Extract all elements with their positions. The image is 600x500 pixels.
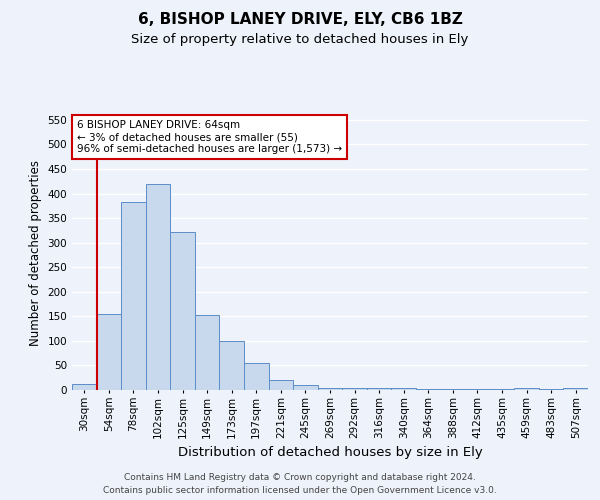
Bar	[563, 388, 588, 390]
Bar	[367, 388, 391, 390]
Bar	[318, 388, 342, 390]
Bar	[269, 380, 293, 390]
Bar	[465, 388, 490, 390]
Bar	[490, 388, 514, 390]
Bar	[342, 388, 367, 390]
Bar	[514, 388, 539, 390]
Text: 6, BISHOP LANEY DRIVE, ELY, CB6 1BZ: 6, BISHOP LANEY DRIVE, ELY, CB6 1BZ	[137, 12, 463, 28]
Bar	[195, 315, 220, 390]
Bar	[72, 384, 97, 390]
Bar	[170, 232, 195, 390]
Bar	[416, 388, 440, 390]
Bar	[244, 363, 269, 390]
Bar	[97, 314, 121, 390]
Y-axis label: Number of detached properties: Number of detached properties	[29, 160, 42, 346]
Text: Size of property relative to detached houses in Ely: Size of property relative to detached ho…	[131, 32, 469, 46]
Text: Contains HM Land Registry data © Crown copyright and database right 2024.
Contai: Contains HM Land Registry data © Crown c…	[103, 474, 497, 495]
Bar	[220, 341, 244, 390]
Bar	[440, 388, 465, 390]
Bar	[391, 388, 416, 390]
Bar	[146, 184, 170, 390]
Bar	[293, 384, 318, 390]
X-axis label: Distribution of detached houses by size in Ely: Distribution of detached houses by size …	[178, 446, 482, 459]
Text: 6 BISHOP LANEY DRIVE: 64sqm
← 3% of detached houses are smaller (55)
96% of semi: 6 BISHOP LANEY DRIVE: 64sqm ← 3% of deta…	[77, 120, 342, 154]
Bar	[121, 202, 146, 390]
Bar	[539, 388, 563, 390]
